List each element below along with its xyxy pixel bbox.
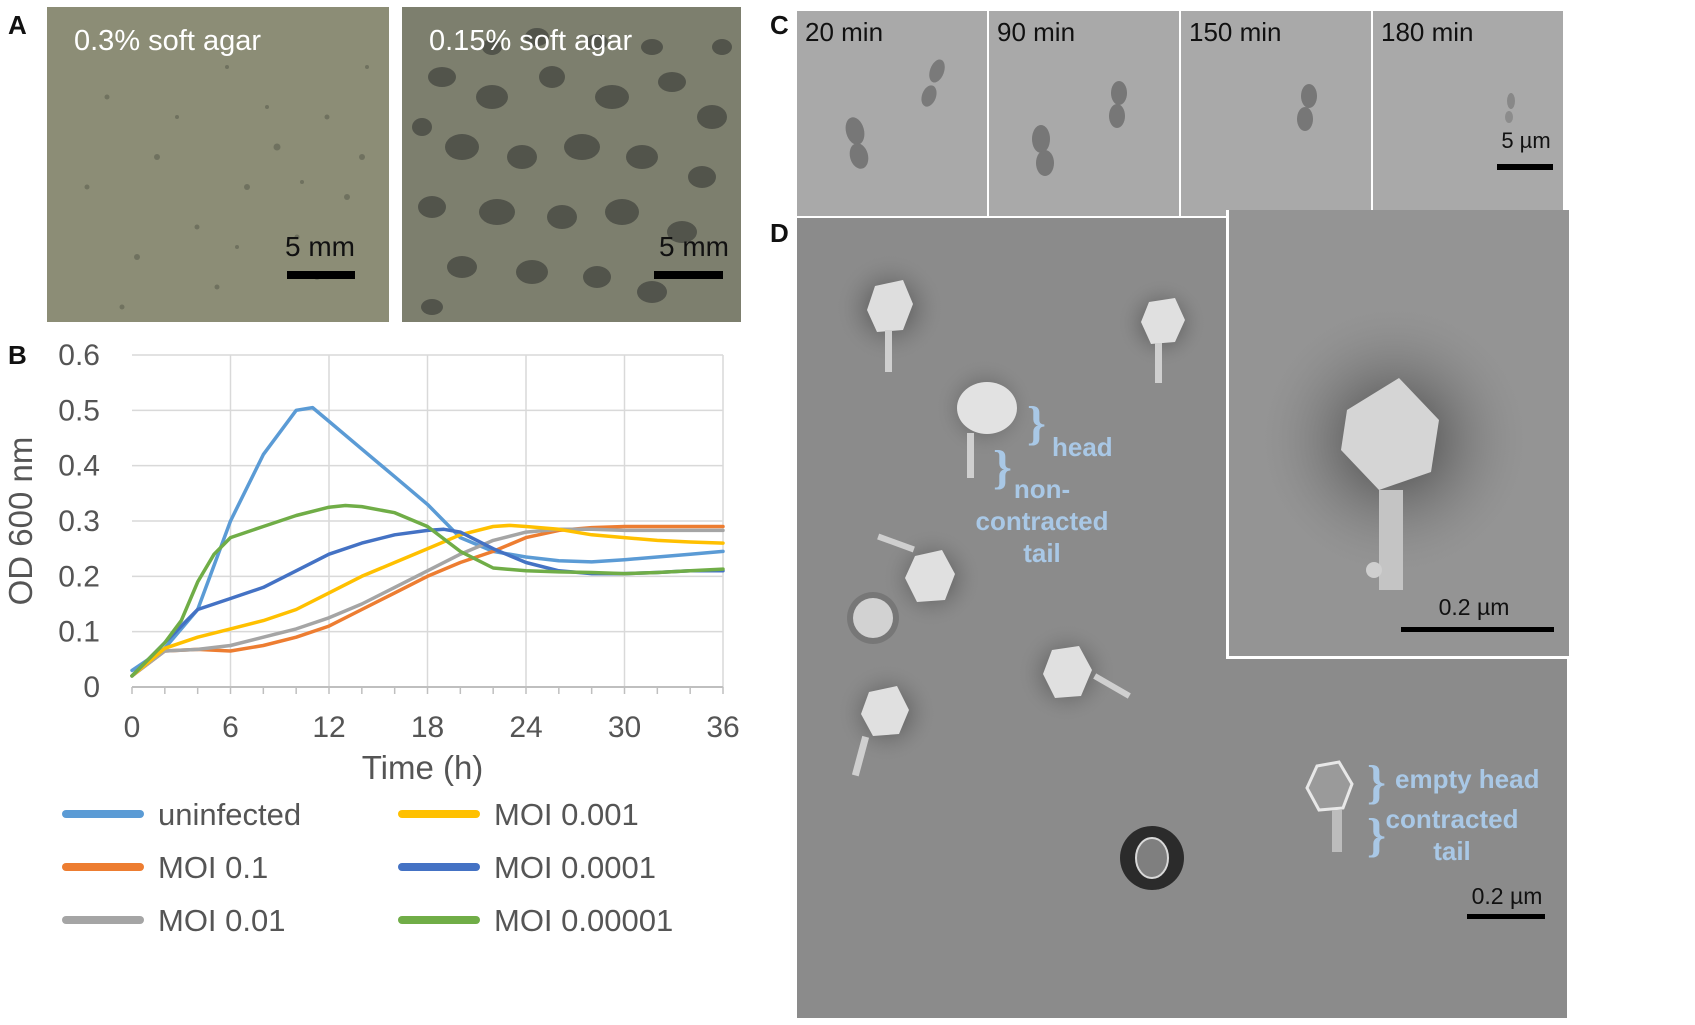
legend-label: MOI 0.001: [494, 797, 639, 832]
scale-bar-label: 5 µm: [1501, 128, 1551, 153]
timelapse-frame-150min: 150 min: [1181, 11, 1371, 216]
x-tick-label: 24: [509, 711, 542, 744]
x-tick-label: 6: [222, 711, 239, 744]
dividing-cell-illustration: [845, 59, 945, 169]
agar-plate-0-3-photo: 0.3% soft agar 5 mm: [47, 7, 389, 322]
annotation-line: non-: [1013, 474, 1071, 504]
annotation-line: contracted: [975, 506, 1109, 536]
series-line-moi-0-1: [130, 524, 725, 678]
timelapse-time-label: 180 min: [1381, 17, 1474, 47]
tem-inset-micrograph: 0.2 µm: [1226, 210, 1569, 659]
contracted-tail-brace: }: [1367, 809, 1386, 862]
x-tick-label: 18: [411, 711, 444, 744]
timelapse-frame-90min: 90 min: [989, 11, 1179, 216]
legend-label: MOI 0.0001: [494, 850, 656, 885]
y-tick-label: 0.6: [58, 339, 100, 372]
y-tick-label: 0.5: [58, 394, 100, 427]
x-axis-label: Time (h): [362, 749, 484, 786]
annotation-line: tail: [1433, 836, 1471, 866]
y-tick-label: 0.1: [58, 616, 100, 649]
legend-label: uninfected: [158, 797, 302, 832]
phage-particles-illustration: [835, 253, 1354, 890]
contracted-tail-annotation: contracted tail: [1382, 803, 1522, 867]
scale-bar-label: 0.2 µm: [1438, 594, 1510, 620]
legend-swatch: [62, 810, 144, 818]
y-tick-label: 0: [83, 671, 100, 704]
legend-swatch: [398, 916, 480, 924]
series-line-uninfected: [130, 405, 725, 673]
dividing-cell-illustration: [1032, 81, 1127, 176]
growth-curve-chart: 0 0.1 0.2 0.3 0.4 0.5 0.6 0 6 12 18 24 30 36 Time (h) O…: [2, 339, 740, 786]
y-axis-label: OD 600 nm: [2, 437, 39, 606]
timelapse-time-label: 150 min: [1189, 17, 1282, 47]
scale-bar-label: 5 mm: [285, 231, 355, 262]
x-tick-label: 30: [608, 711, 641, 744]
lysed-cell-illustration: [1505, 93, 1515, 123]
tail-brace: }: [993, 441, 1012, 494]
empty-head-brace: }: [1367, 756, 1386, 809]
empty-head-annotation: empty head: [1395, 764, 1540, 794]
scale-bar: [1401, 627, 1554, 632]
scale-bar: [1497, 164, 1553, 170]
agar-concentration-label: 0.15% soft agar: [429, 25, 633, 57]
timelapse-frame-180min: 180 min 5 µm: [1373, 11, 1563, 216]
panel-c-letter: C: [770, 10, 789, 40]
dense-plaques-illustration: [412, 28, 732, 315]
series-line-moi-0-001: [130, 523, 725, 678]
dividing-cell-illustration: [1297, 84, 1317, 131]
scale-bar-label: 5 mm: [659, 231, 729, 262]
timelapse-frame-20min: 20 min: [797, 11, 987, 216]
x-tick-label: 36: [706, 711, 739, 744]
legend-label: MOI 0.1: [158, 850, 269, 885]
annotation-line: contracted: [1385, 804, 1519, 834]
timelapse-time-label: 20 min: [805, 17, 884, 47]
head-annotation: head: [1052, 432, 1113, 462]
legend-swatch: [398, 810, 480, 818]
scale-bar: [287, 271, 355, 279]
scale-bar: [654, 271, 723, 279]
non-contracted-tail-annotation: non- contracted tail: [967, 473, 1117, 569]
agar-plate-0-15-photo: 0.15% soft agar 5 mm: [402, 7, 741, 322]
y-tick-label: 0.2: [58, 560, 100, 593]
scale-bar: [1467, 914, 1545, 919]
timelapse-time-label: 90 min: [997, 17, 1076, 47]
y-tick-label: 0.4: [58, 450, 100, 483]
panel-d-letter: D: [770, 218, 789, 248]
legend-swatch: [398, 863, 480, 871]
x-tick-label: 0: [124, 711, 141, 744]
agar-concentration-label: 0.3% soft agar: [74, 25, 261, 57]
head-brace: }: [1027, 397, 1046, 450]
legend-label: MOI 0.00001: [494, 903, 674, 938]
phage-closeup-illustration: [1254, 300, 1534, 590]
legend-swatch: [62, 916, 144, 924]
panel-b-letter: B: [8, 340, 27, 370]
series-line-moi-0-01: [130, 527, 725, 678]
y-tick-label: 0.3: [58, 505, 100, 538]
x-tick-label: 12: [312, 711, 345, 744]
legend-label: MOI 0.01: [158, 903, 286, 938]
legend-swatch: [62, 863, 144, 871]
scale-bar-label: 0.2 µm: [1471, 883, 1543, 909]
series-line-moi-0-00001: [130, 503, 725, 678]
annotation-line: tail: [1023, 538, 1061, 568]
panel-a-letter: A: [8, 10, 27, 40]
